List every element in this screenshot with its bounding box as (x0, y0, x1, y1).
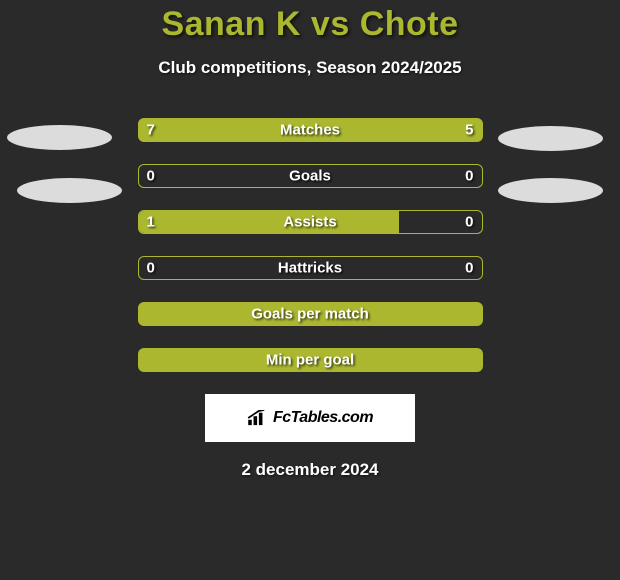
stat-bar: Goals per match (138, 302, 483, 326)
subtitle: Club competitions, Season 2024/2025 (0, 58, 620, 78)
stat-right-value: 5 (465, 122, 473, 139)
page-title: Sanan K vs Chote (0, 5, 620, 44)
stat-bar: Min per goal (138, 348, 483, 372)
stat-left-value: 1 (147, 214, 155, 231)
stat-label: Goals (289, 168, 331, 185)
stat-left-value: 0 (147, 168, 155, 185)
player-placeholder (17, 178, 122, 203)
stat-left-value: 0 (147, 260, 155, 277)
stat-bar: 0 0 Hattricks (138, 256, 483, 280)
stat-row: 0 0 Hattricks (0, 256, 620, 280)
stat-label: Min per goal (266, 352, 354, 369)
stat-row: Min per goal (0, 348, 620, 372)
chart-icon (247, 410, 269, 426)
stat-label: Goals per match (251, 306, 369, 323)
stat-label: Assists (283, 214, 336, 231)
stat-left-value: 7 (147, 122, 155, 139)
stat-row: Goals per match (0, 302, 620, 326)
date-text: 2 december 2024 (0, 460, 620, 480)
brand-text: FcTables.com (273, 409, 373, 427)
player-placeholder (498, 178, 603, 203)
stat-label: Hattricks (278, 260, 342, 277)
comparison-infographic: Sanan K vs Chote Club competitions, Seas… (0, 0, 620, 580)
stat-bar: 7 5 Matches (138, 118, 483, 142)
stats-area: 7 5 Matches 0 0 Goals 1 0 Assists 0 0 Hattricks Goal… (0, 118, 620, 372)
stat-bar: 0 0 Goals (138, 164, 483, 188)
stat-right-value: 0 (465, 214, 473, 231)
stat-row: 1 0 Assists (0, 210, 620, 234)
bar-left-fill (139, 211, 400, 233)
player-placeholder (7, 125, 112, 150)
stat-right-value: 0 (465, 260, 473, 277)
stat-right-value: 0 (465, 168, 473, 185)
player-placeholder (498, 126, 603, 151)
stat-label: Matches (280, 122, 340, 139)
brand-badge: FcTables.com (205, 394, 415, 442)
stat-bar: 1 0 Assists (138, 210, 483, 234)
